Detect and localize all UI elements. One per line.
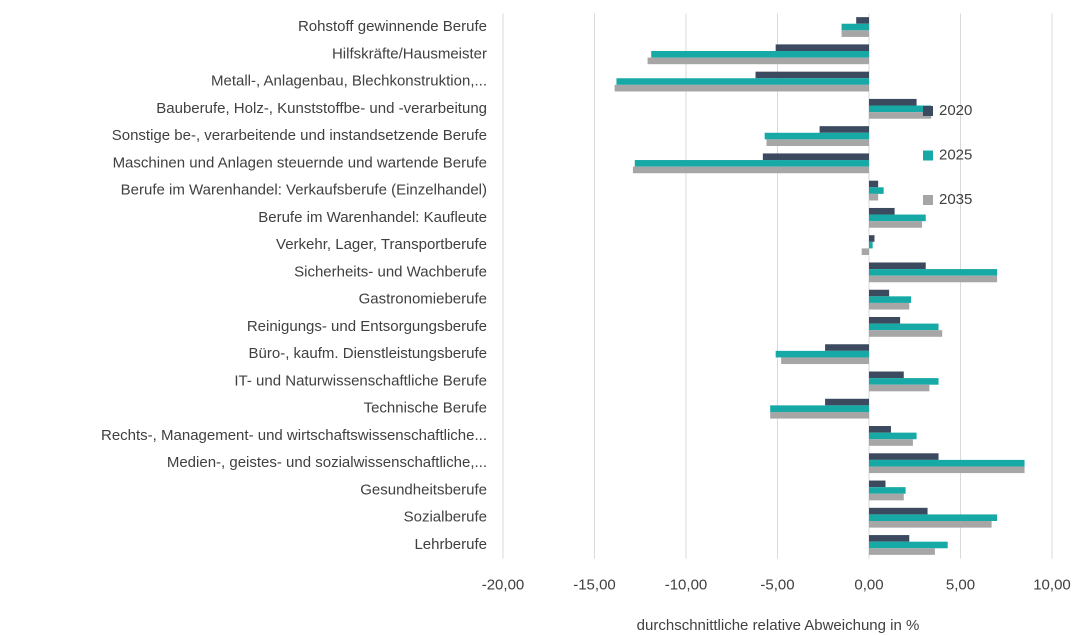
bar xyxy=(869,235,875,242)
x-tick-label: -20,00 xyxy=(482,577,525,594)
bar xyxy=(869,289,890,297)
y-tick-label: Hilfskräfte/Hausmeister xyxy=(332,45,487,62)
x-tick-label: -10,00 xyxy=(665,577,708,594)
bar xyxy=(869,316,901,324)
bar xyxy=(841,30,869,37)
bar xyxy=(869,269,998,276)
bar xyxy=(869,548,935,555)
bar xyxy=(651,50,869,58)
bar xyxy=(869,459,1025,467)
y-tick-label: Lehrberufe xyxy=(414,536,487,553)
bar xyxy=(856,17,869,24)
y-tick-label: Maschinen und Anlagen steuernde und wart… xyxy=(113,154,487,171)
bar xyxy=(869,535,910,542)
bar xyxy=(869,453,939,460)
bar xyxy=(781,357,869,365)
y-tick-label: Medien-, geistes- und sozialwissenschaft… xyxy=(167,454,487,471)
y-tick-label: Berufe im Warenhandel: Kaufleute xyxy=(258,209,487,226)
bar xyxy=(869,378,939,385)
legend-label: 2025 xyxy=(939,146,972,163)
bar xyxy=(869,180,879,188)
bar xyxy=(841,23,869,31)
bar xyxy=(869,426,891,433)
bar xyxy=(869,439,913,446)
x-tick-label: 0,00 xyxy=(854,577,883,594)
legend-swatch xyxy=(923,195,933,205)
bar xyxy=(869,493,904,501)
y-tick-label: Metall-, Anlagenbau, Blechkonstruktion,.… xyxy=(211,73,487,90)
bar xyxy=(869,541,948,549)
bar xyxy=(869,507,928,515)
bar xyxy=(869,330,943,337)
bar xyxy=(869,275,998,283)
bar xyxy=(762,153,869,161)
y-tick-label: Sonstige be-, verarbeitende und instands… xyxy=(112,127,487,144)
legend-label: 2020 xyxy=(939,102,972,119)
x-tick-label: 5,00 xyxy=(946,577,975,594)
bar xyxy=(766,139,869,146)
bar xyxy=(869,98,917,106)
x-tick-label: 10,00 xyxy=(1033,577,1071,594)
bar xyxy=(869,487,906,494)
y-tick-label: Rechts-, Management- und wirtschaftswiss… xyxy=(101,427,487,444)
legend-swatch xyxy=(923,106,933,116)
bar xyxy=(869,323,939,331)
bar xyxy=(869,432,917,440)
bar xyxy=(869,241,873,249)
bar xyxy=(770,411,869,419)
bar xyxy=(869,514,998,522)
y-tick-label: Sicherheits- und Wachberufe xyxy=(294,263,487,280)
bar xyxy=(764,132,869,140)
bar xyxy=(632,166,869,174)
y-tick-label: Gastronomieberufe xyxy=(359,291,487,308)
bar xyxy=(869,521,992,528)
bar xyxy=(869,221,923,228)
bar xyxy=(755,71,869,79)
bar xyxy=(869,193,879,201)
bar xyxy=(869,112,932,119)
bar xyxy=(869,371,904,379)
y-tick-label: Technische Berufe xyxy=(364,400,487,417)
bar xyxy=(861,248,869,256)
bar xyxy=(869,187,884,194)
bar xyxy=(775,350,869,358)
y-tick-label: Reinigungs- und Entsorgungsberufe xyxy=(247,318,487,335)
y-tick-label: Sozialberufe xyxy=(404,509,487,526)
bar xyxy=(869,296,912,303)
bar xyxy=(869,214,926,222)
bar xyxy=(869,302,910,310)
bar xyxy=(819,126,869,133)
bar xyxy=(634,160,869,167)
y-tick-label: IT- und Naturwissenschaftliche Berufe xyxy=(234,372,487,389)
bar xyxy=(869,466,1025,474)
bar xyxy=(869,105,932,113)
bar xyxy=(869,384,930,392)
x-tick-label: -5,00 xyxy=(760,577,794,594)
y-tick-label: Berufe im Warenhandel: Verkaufsberufe (E… xyxy=(121,182,487,199)
bar xyxy=(770,405,869,412)
bar xyxy=(647,57,869,65)
y-tick-label: Bauberufe, Holz-, Kunststoffbe- und -ver… xyxy=(156,100,487,117)
y-tick-label: Büro-, kaufm. Dienstleistungsberufe xyxy=(249,345,487,362)
bar xyxy=(825,398,869,406)
y-tick-label: Verkehr, Lager, Transportberufe xyxy=(276,236,487,253)
bar xyxy=(614,84,869,92)
x-tick-label: -15,00 xyxy=(573,577,616,594)
x-axis-label: durchschnittliche relative Abweichung in… xyxy=(637,617,920,634)
legend-label: 2035 xyxy=(939,191,972,208)
bar xyxy=(775,44,869,51)
legend-swatch xyxy=(923,150,933,161)
y-tick-label: Rohstoff gewinnende Berufe xyxy=(298,18,487,35)
bar xyxy=(616,78,869,85)
bar xyxy=(869,480,886,488)
bar xyxy=(869,262,926,270)
bar xyxy=(825,344,869,351)
y-tick-label: Gesundheitsberufe xyxy=(360,481,487,498)
bar xyxy=(869,207,895,215)
